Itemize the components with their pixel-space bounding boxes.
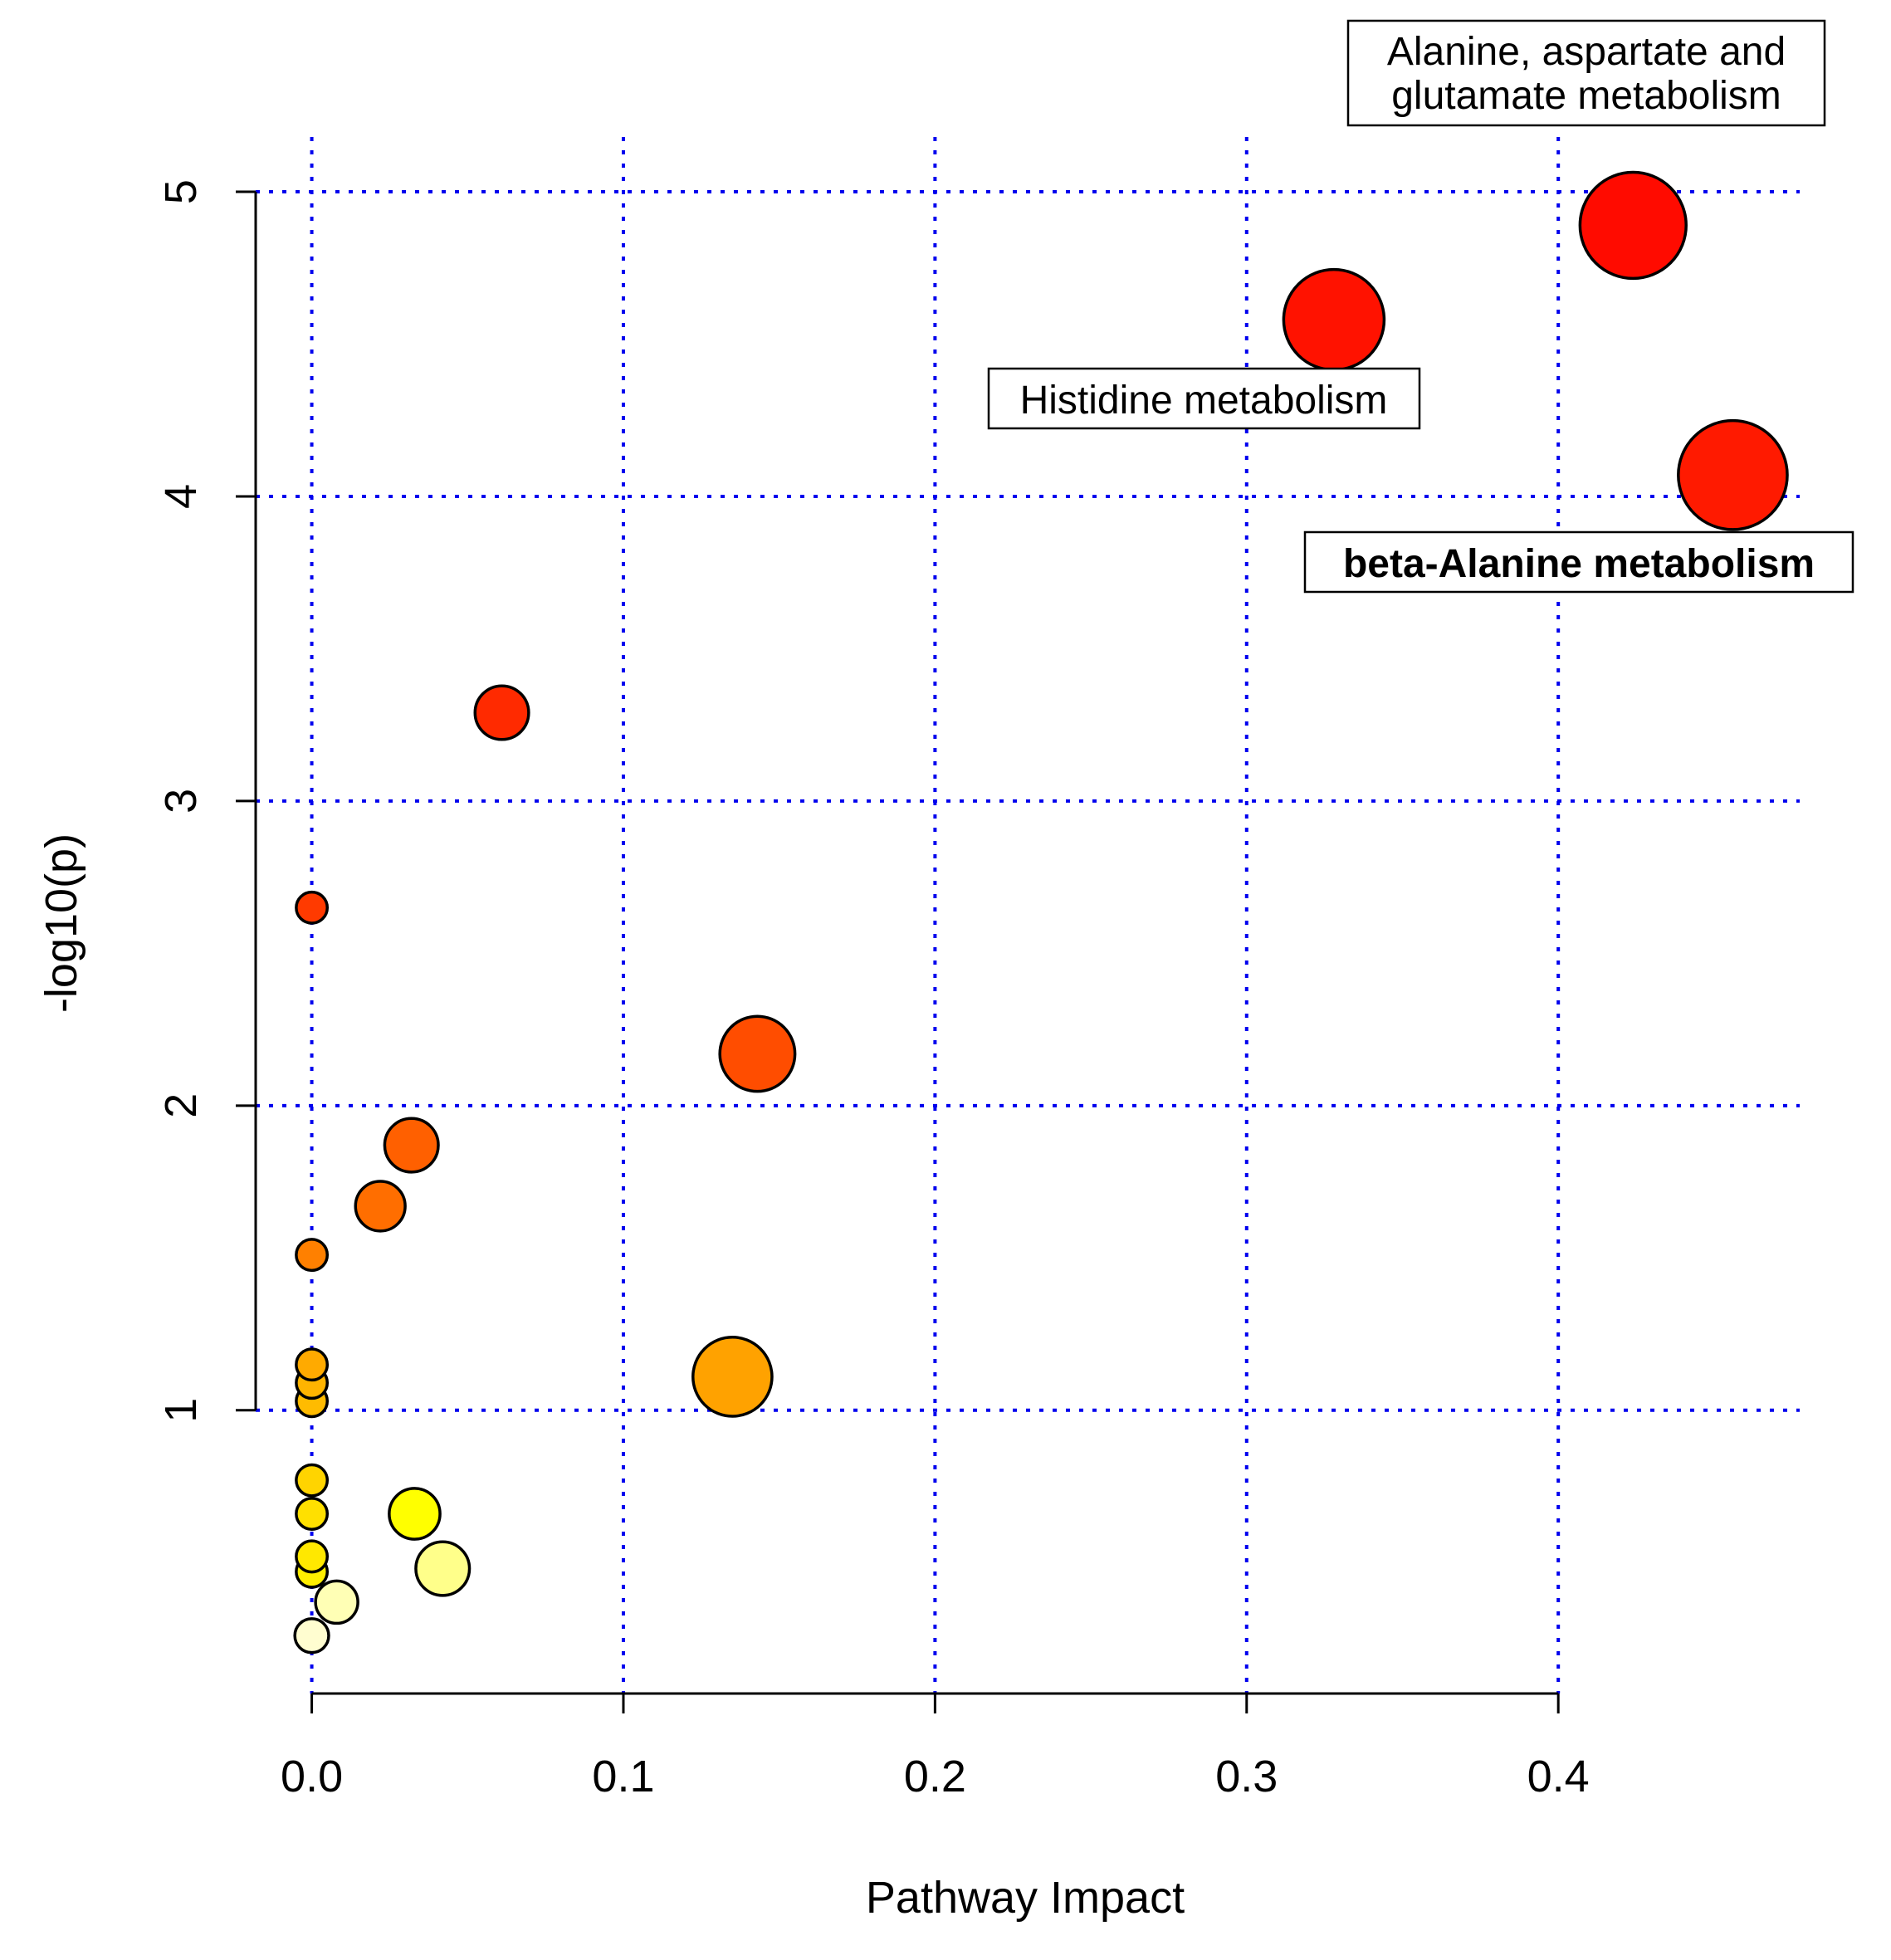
y-axis-title: -log10(p) xyxy=(37,833,86,1013)
x-tick-label: 0.1 xyxy=(592,1752,654,1801)
annotation-alanine-aspartate-glutamate: Alanine, aspartate and glutamate metabol… xyxy=(1346,19,1826,127)
annotation-line: Histidine metabolism xyxy=(1020,379,1388,423)
data-point xyxy=(295,1539,330,1574)
x-tick-label: 0.4 xyxy=(1527,1752,1590,1801)
data-point xyxy=(1677,418,1789,531)
y-tick-label: 2 xyxy=(156,1093,206,1118)
annotation-line: beta-Alanine metabolism xyxy=(1343,542,1815,586)
data-point xyxy=(295,1238,330,1273)
annotation-box xyxy=(1346,19,1826,127)
annotation-beta-alanine: beta-Alanine metabolism xyxy=(1303,530,1854,594)
annotation-histidine: Histidine metabolism xyxy=(987,367,1421,430)
data-point xyxy=(295,890,330,925)
data-point xyxy=(414,1540,472,1597)
x-axis-ticks: 0.0 0.1 0.2 0.3 0.4 xyxy=(281,1694,1590,1801)
y-tick-label: 5 xyxy=(156,179,206,204)
data-point xyxy=(1282,267,1386,372)
data-point xyxy=(718,1014,797,1093)
data-point xyxy=(1578,170,1688,281)
data-point xyxy=(691,1336,774,1418)
y-tick-label: 4 xyxy=(156,484,206,509)
data-point xyxy=(293,1617,330,1655)
x-axis-title: Pathway Impact xyxy=(866,1873,1185,1923)
annotation-line: glutamate metabolism xyxy=(1391,74,1781,118)
data-point xyxy=(295,1463,330,1498)
data-point xyxy=(473,684,530,741)
data-point xyxy=(388,1487,442,1541)
annotation-box xyxy=(987,367,1421,430)
y-tick-label: 3 xyxy=(156,789,206,814)
data-point xyxy=(295,1347,330,1382)
data-point xyxy=(295,1497,330,1531)
data-point xyxy=(354,1180,407,1233)
x-tick-label: 0.0 xyxy=(281,1752,343,1801)
x-tick-label: 0.2 xyxy=(904,1752,966,1801)
data-point xyxy=(383,1117,440,1174)
x-tick-label: 0.3 xyxy=(1215,1752,1278,1801)
grid-lines xyxy=(256,137,1800,1694)
data-point xyxy=(314,1579,359,1625)
y-tick-label: 1 xyxy=(156,1398,206,1423)
annotation-box xyxy=(1303,530,1854,594)
annotation-line: Alanine, aspartate and xyxy=(1387,30,1786,74)
y-axis-ticks: 1 2 3 4 5 xyxy=(156,179,256,1423)
